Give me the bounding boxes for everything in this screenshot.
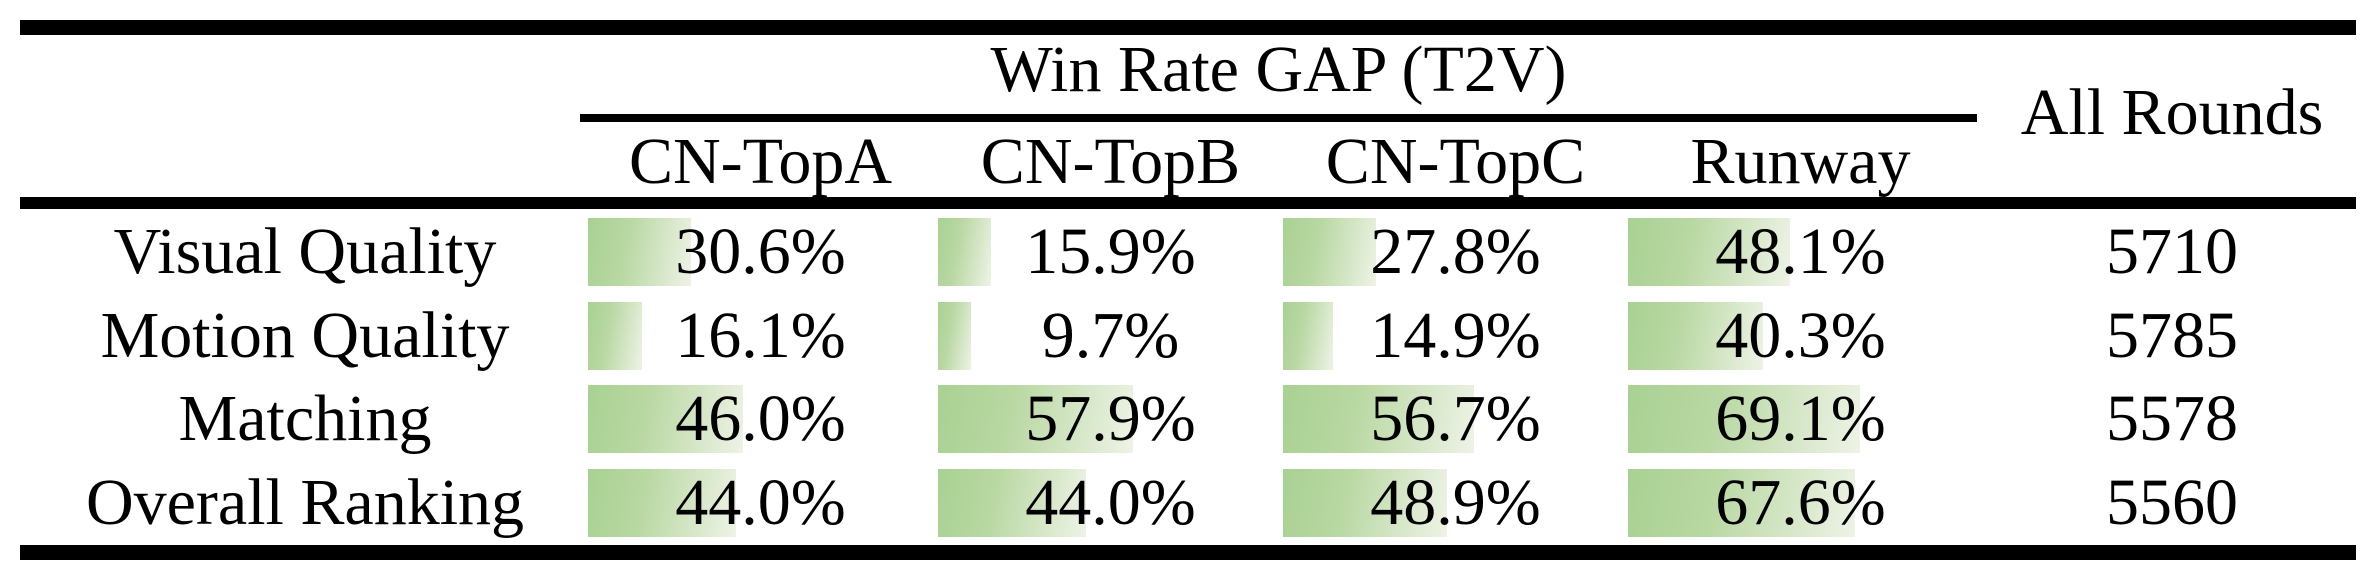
data-cell: 15.9%: [938, 210, 1283, 294]
cell-value: 69.1%: [1715, 382, 1886, 456]
data-cell: 16.1%: [588, 294, 933, 378]
data-cell: 57.9%: [938, 378, 1283, 462]
win-rate-bar: [938, 385, 1133, 454]
data-cell: 69.1%: [1628, 378, 1973, 462]
data-cell: 56.7%: [1283, 378, 1628, 462]
cell-value: 67.6%: [1715, 466, 1886, 540]
table-row: Overall Ranking 44.0% 44.0% 48.9% 67.6% …: [0, 461, 2376, 545]
win-rate-bar: [1628, 385, 1861, 454]
win-rate-bar: [588, 385, 743, 454]
data-cell: 44.0%: [588, 461, 933, 545]
cell-value: 48.1%: [1715, 214, 1886, 288]
all-rounds-value: 5710: [2106, 214, 2238, 288]
header-group-rule: [580, 114, 1977, 122]
win-rate-bar: [1628, 469, 1856, 538]
all-rounds-value: 5785: [2106, 298, 2238, 372]
cell-value: 57.9%: [1025, 382, 1196, 456]
cell-value: 14.9%: [1370, 298, 1541, 372]
data-cell: 40.3%: [1628, 294, 1973, 378]
column-header-cn-topa: CN-TopA: [628, 125, 893, 198]
data-cell: 44.0%: [938, 461, 1283, 545]
win-rate-bar: [1283, 217, 1377, 286]
data-cell: 48.1%: [1628, 210, 1973, 294]
row-label: Motion Quality: [100, 298, 510, 372]
table-group-title: Win Rate GAP (T2V): [990, 33, 1567, 106]
data-cell: 46.0%: [588, 378, 933, 462]
cell-value: 15.9%: [1025, 214, 1196, 288]
cell-value: 30.6%: [675, 214, 846, 288]
cell-value: 56.7%: [1370, 382, 1541, 456]
win-rate-bar: [588, 469, 736, 538]
cell-value: 40.3%: [1715, 298, 1886, 372]
cell-value: 48.9%: [1370, 466, 1541, 540]
column-header-all-rounds: All Rounds: [2020, 76, 2324, 149]
data-cell: 27.8%: [1283, 210, 1628, 294]
cell-value: 44.0%: [675, 466, 846, 540]
cell-value: 16.1%: [675, 298, 846, 372]
win-rate-bar: [1628, 217, 1790, 286]
win-rate-bar: [588, 217, 691, 286]
row-label: Overall Ranking: [85, 466, 525, 540]
win-rate-bar: [938, 301, 971, 370]
data-cell: 67.6%: [1628, 461, 1973, 545]
all-rounds-value: 5578: [2106, 382, 2238, 456]
cell-value: 46.0%: [675, 382, 846, 456]
column-header-cn-topc: CN-TopC: [1325, 125, 1586, 198]
data-cell: 30.6%: [588, 210, 933, 294]
win-rate-bar: [938, 217, 992, 286]
table-body: Visual Quality 30.6% 15.9% 27.8% 48.1% 5…: [0, 210, 2376, 545]
table-row: Matching 46.0% 57.9% 56.7% 69.1% 5578: [0, 378, 2376, 462]
cell-value: 27.8%: [1370, 214, 1541, 288]
win-rate-bar: [1628, 301, 1764, 370]
header-bottom-rule: [20, 197, 2356, 209]
data-cell: 9.7%: [938, 294, 1283, 378]
row-label: Matching: [178, 382, 432, 456]
top-rule: [20, 20, 2356, 35]
win-rate-bar: [1283, 301, 1334, 370]
column-header-cn-topb: CN-TopB: [980, 125, 1241, 198]
win-rate-bar: [1283, 469, 1448, 538]
table-row: Visual Quality 30.6% 15.9% 27.8% 48.1% 5…: [0, 210, 2376, 294]
win-rate-bar: [1283, 385, 1474, 454]
column-header-runway: Runway: [1690, 125, 1911, 198]
all-rounds-value: 5560: [2106, 466, 2238, 540]
data-cell: 48.9%: [1283, 461, 1628, 545]
data-cell: 14.9%: [1283, 294, 1628, 378]
row-label: Visual Quality: [113, 214, 497, 288]
win-rate-bar: [588, 301, 643, 370]
table-row: Motion Quality 16.1% 9.7% 14.9% 40.3% 57…: [0, 294, 2376, 378]
cell-value: 9.7%: [1041, 298, 1180, 372]
win-rate-bar: [938, 469, 1086, 538]
bottom-rule: [20, 545, 2356, 560]
cell-value: 44.0%: [1025, 466, 1196, 540]
